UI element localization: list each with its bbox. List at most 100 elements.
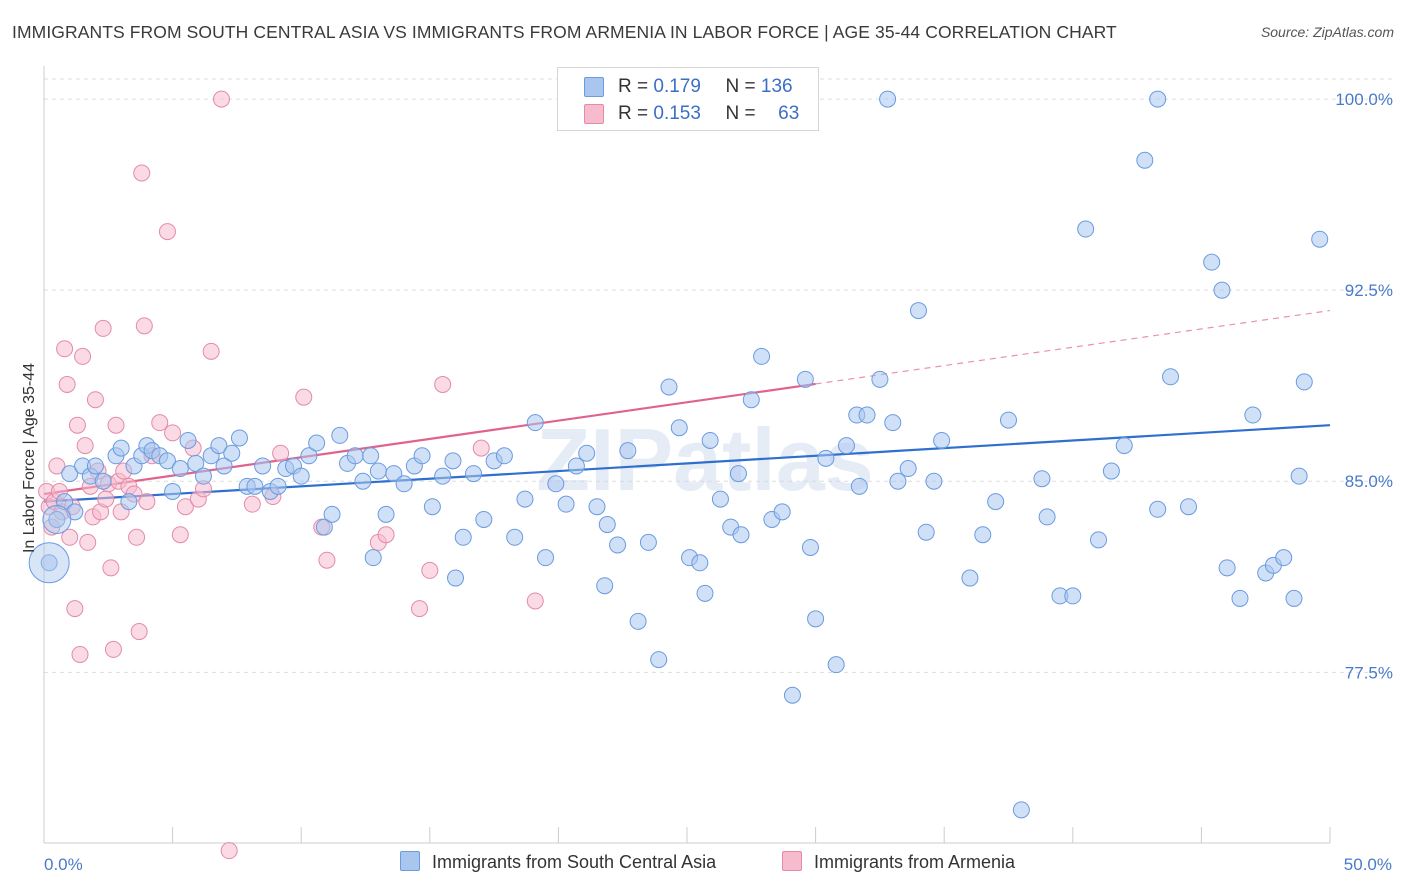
point-south-central-asia: [48, 510, 66, 528]
source-label: Source: ZipAtlas.com: [1260, 24, 1394, 40]
point-south-central-asia: [465, 465, 483, 483]
point-armenia: [86, 391, 104, 409]
point-armenia: [79, 533, 97, 551]
point-armenia: [133, 164, 151, 182]
point-armenia: [135, 317, 153, 335]
point-south-central-asia: [1231, 589, 1249, 607]
point-south-central-asia: [254, 457, 272, 475]
point-south-central-asia: [899, 460, 917, 478]
x-tick-label: 0.0%: [44, 855, 83, 874]
point-south-central-asia: [377, 505, 395, 523]
point-south-central-asia: [889, 472, 907, 490]
point-south-central-asia: [732, 526, 750, 544]
point-south-central-asia: [650, 651, 668, 669]
point-south-central-asia: [331, 426, 349, 444]
legend-r-label: R =: [618, 103, 649, 124]
point-armenia: [243, 495, 261, 513]
point-south-central-asia: [495, 447, 513, 465]
point-south-central-asia: [1090, 531, 1108, 549]
point-south-central-asia: [364, 549, 382, 567]
point-south-central-asia: [1275, 549, 1293, 567]
legend-n-value: 63: [778, 103, 800, 124]
legend-n-value: 136: [760, 76, 793, 97]
point-south-central-asia: [827, 656, 845, 674]
point-south-central-asia: [308, 434, 326, 452]
point-south-central-asia: [987, 493, 1005, 511]
point-south-central-asia: [1115, 437, 1133, 455]
point-armenia: [74, 347, 92, 365]
point-south-central-asia: [223, 444, 241, 462]
point-armenia: [94, 319, 112, 337]
point-south-central-asia: [817, 449, 835, 467]
point-south-central-asia: [194, 467, 212, 485]
point-south-central-asia: [516, 490, 534, 508]
point-south-central-asia: [1149, 90, 1167, 108]
point-south-central-asia: [112, 439, 130, 457]
point-south-central-asia: [395, 475, 413, 493]
point-armenia: [58, 375, 76, 393]
point-south-central-asia: [246, 477, 264, 495]
data-points: [28, 90, 1329, 860]
point-armenia: [97, 490, 115, 508]
point-armenia: [138, 493, 156, 511]
point-armenia: [104, 640, 122, 658]
point-south-central-asia: [158, 452, 176, 470]
point-south-central-asia: [1218, 559, 1236, 577]
point-south-central-asia: [660, 378, 678, 396]
point-south-central-asia: [1033, 470, 1051, 488]
point-armenia: [61, 528, 79, 546]
legend-r-label: R =: [618, 76, 649, 97]
point-south-central-asia: [609, 536, 627, 554]
point-south-central-asia: [773, 503, 791, 521]
point-south-central-asia: [300, 447, 318, 465]
grid-lines: [44, 78, 1392, 673]
point-armenia: [377, 526, 395, 544]
point-south-central-asia: [1180, 498, 1198, 516]
point-armenia: [102, 559, 120, 577]
point-south-central-asia: [729, 465, 747, 483]
point-south-central-asia: [86, 457, 104, 475]
point-south-central-asia: [925, 472, 943, 490]
point-south-central-asia: [850, 477, 868, 495]
point-south-central-asia: [526, 414, 544, 432]
point-south-central-asia: [1064, 587, 1082, 605]
point-south-central-asia: [578, 444, 596, 462]
point-south-central-asia: [1244, 406, 1262, 424]
point-armenia: [68, 416, 86, 434]
point-armenia: [295, 388, 313, 406]
point-south-central-asia: [210, 437, 228, 455]
trend-line-armenia: [43, 382, 816, 496]
point-south-central-asia: [588, 498, 606, 516]
point-south-central-asia: [164, 482, 182, 500]
y-tick-label: 92.5%: [1345, 281, 1393, 300]
legend-swatch-blue: [584, 77, 604, 97]
point-south-central-asia: [1213, 281, 1231, 299]
point-armenia: [56, 340, 74, 358]
point-south-central-asia: [557, 495, 575, 513]
bottom-legend-south-central-asia: Immigrants from South Central Asia: [400, 851, 716, 873]
point-armenia: [76, 437, 94, 455]
point-armenia: [164, 424, 182, 442]
point-armenia: [318, 551, 336, 569]
tick-labels: 77.5% 85.0% 92.5% 100.0% 0.0% 50.0%: [44, 90, 1393, 874]
trend-line-armenia-extrapolated: [815, 309, 1331, 385]
point-south-central-asia: [475, 510, 493, 528]
point-armenia: [128, 528, 146, 546]
point-south-central-asia: [120, 493, 138, 511]
point-south-central-asia: [1012, 801, 1030, 819]
point-south-central-asia: [619, 442, 637, 460]
point-south-central-asia: [796, 370, 814, 388]
point-armenia: [130, 623, 148, 641]
point-south-central-asia: [230, 429, 248, 447]
point-south-central-asia: [346, 447, 364, 465]
point-south-central-asia: [292, 467, 310, 485]
point-armenia: [171, 526, 189, 544]
point-armenia: [434, 375, 452, 393]
point-south-central-asia: [444, 452, 462, 470]
point-south-central-asia: [61, 465, 79, 483]
point-armenia: [202, 342, 220, 360]
point-south-central-asia: [179, 431, 197, 449]
point-south-central-asia: [974, 526, 992, 544]
bottom-legend-swatch-pink: [782, 851, 802, 871]
